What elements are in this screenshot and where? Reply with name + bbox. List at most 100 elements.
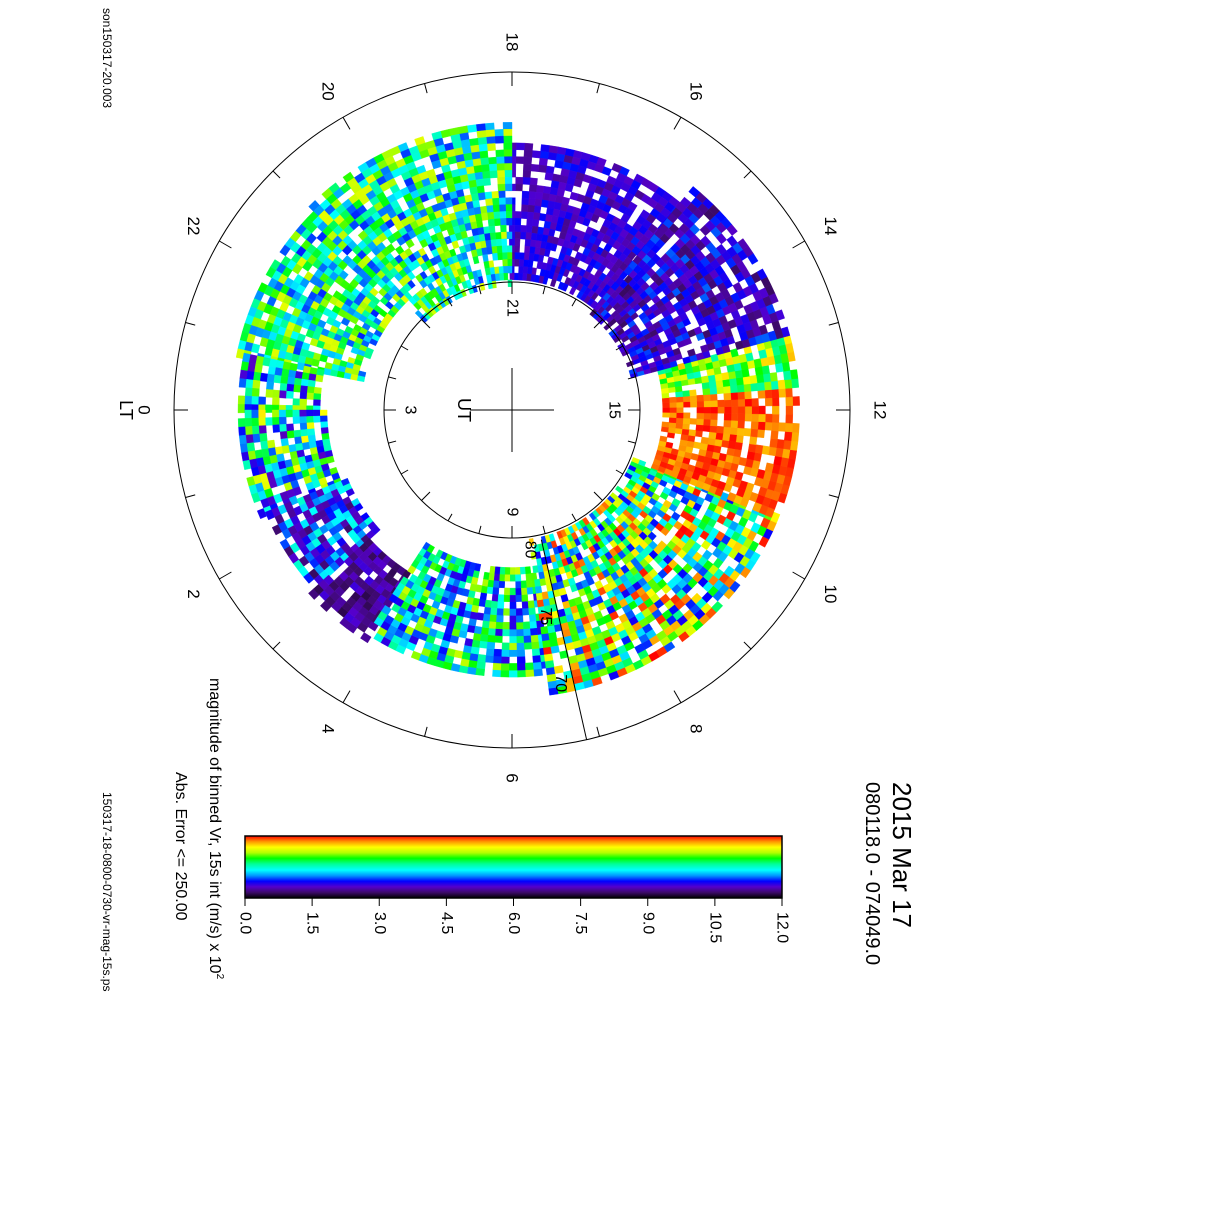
velocity-cell: [501, 252, 508, 260]
velocity-cell: [523, 641, 533, 650]
velocity-cell: [675, 412, 684, 419]
velocity-cell: [503, 156, 513, 164]
velocity-cell: [527, 204, 535, 213]
velocity-cell: [750, 382, 759, 392]
velocity-cell: [267, 366, 277, 376]
ut-tick: [478, 286, 482, 295]
velocity-cell: [278, 416, 287, 425]
velocity-cell: [524, 566, 532, 575]
velocity-cell: [521, 190, 530, 199]
velocity-cell: [496, 170, 505, 178]
velocity-cell: [772, 405, 780, 415]
velocity-cell: [485, 648, 495, 657]
velocity-cell: [535, 191, 544, 201]
velocity-cell: [764, 389, 773, 399]
velocity-cell: [475, 123, 486, 132]
chart-time-range: 080118.0 - 074049.0: [861, 782, 883, 965]
velocity-cell: [729, 426, 738, 436]
velocity-cell: [493, 648, 503, 657]
velocity-cell: [662, 412, 670, 418]
ut-tick: [627, 376, 636, 380]
ut-axis-label: UT: [454, 398, 474, 422]
velocity-cell: [272, 424, 281, 433]
velocity-cell: [251, 409, 259, 419]
velocity-cell: [716, 425, 724, 434]
velocity-cell: [515, 587, 522, 596]
velocity-cell: [784, 422, 793, 433]
velocity-cell: [547, 152, 558, 161]
velocity-cell: [486, 143, 496, 152]
velocity-cell: [506, 252, 513, 260]
velocity-cell: [522, 170, 532, 179]
velocity-cell: [521, 197, 529, 206]
velocity-cell: [468, 137, 479, 147]
velocity-cell: [509, 238, 515, 246]
velocity-cell: [533, 205, 542, 214]
velocity-cell: [251, 396, 260, 405]
ut-tick: [571, 298, 577, 307]
velocity-cell: [500, 231, 507, 240]
velocity-cell: [659, 435, 668, 443]
velocity-cell: [771, 397, 780, 407]
velocity-cell: [513, 272, 519, 281]
velocity-cell: [495, 156, 505, 165]
velocity-cell: [286, 383, 295, 392]
velocity-cell: [300, 385, 309, 394]
velocity-cell: [710, 406, 718, 414]
velocity-cell: [715, 379, 724, 388]
velocity-cell: [715, 432, 724, 441]
velocity-cell: [301, 372, 310, 381]
velocity-cell: [514, 238, 521, 247]
velocity-cell: [764, 421, 773, 431]
velocity-cell: [319, 409, 328, 417]
ut-tick: [627, 440, 636, 444]
velocity-cell: [535, 185, 545, 194]
velocity-cell: [518, 266, 524, 274]
velocity-cell: [259, 372, 269, 382]
ut-tick: [447, 513, 453, 522]
velocity-cell: [320, 421, 329, 429]
velocity-cell: [751, 405, 759, 415]
velocity-cell: [527, 600, 536, 609]
velocity-cell: [790, 378, 800, 389]
velocity-cell: [530, 627, 539, 636]
velocity-cell: [531, 225, 539, 234]
velocity-cell: [681, 390, 690, 397]
velocity-cell: [528, 184, 538, 193]
velocity-cell: [486, 641, 496, 650]
velocity-cell: [522, 621, 531, 630]
velocity-cell: [791, 422, 800, 433]
velocity-cell: [486, 586, 494, 595]
velocity-cell: [525, 573, 532, 581]
velocity-cell: [453, 649, 464, 659]
velocity-cell: [706, 443, 715, 452]
velocity-cell: [294, 377, 303, 386]
velocity-cell: [790, 431, 800, 442]
velocity-cell: [299, 416, 308, 424]
velocity-cell: [521, 273, 528, 281]
velocity-cell: [661, 397, 670, 404]
velocity-cell: [750, 428, 759, 438]
velocity-cell: [285, 409, 294, 418]
lt-tick-label: 14: [821, 217, 840, 236]
velocity-cell: [702, 387, 711, 396]
velocity-cell: [755, 374, 765, 384]
velocity-cell: [508, 669, 518, 678]
lt-tick: [596, 726, 600, 737]
velocity-cell: [470, 646, 480, 655]
velocity-cell: [306, 386, 315, 394]
velocity-cell: [731, 406, 739, 414]
velocity-cell: [743, 383, 752, 392]
velocity-cell: [736, 384, 745, 393]
velocity-cell: [502, 122, 513, 130]
velocity-cell: [487, 156, 497, 165]
velocity-cell: [306, 415, 314, 424]
velocity-cell: [293, 384, 302, 393]
velocity-cell: [487, 218, 495, 227]
velocity-cell: [496, 614, 504, 623]
velocity-cell: [523, 628, 532, 636]
velocity-cell: [784, 387, 793, 398]
ut-tick: [447, 298, 453, 307]
velocity-cell: [662, 407, 670, 413]
velocity-cell: [720, 439, 730, 448]
